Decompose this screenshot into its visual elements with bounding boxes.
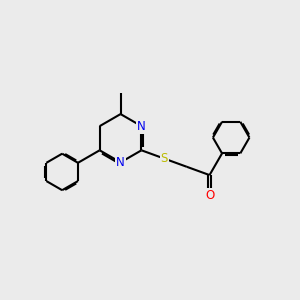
Text: N: N (116, 156, 125, 169)
Text: O: O (205, 189, 214, 202)
Text: S: S (160, 152, 168, 165)
Text: N: N (137, 120, 146, 133)
